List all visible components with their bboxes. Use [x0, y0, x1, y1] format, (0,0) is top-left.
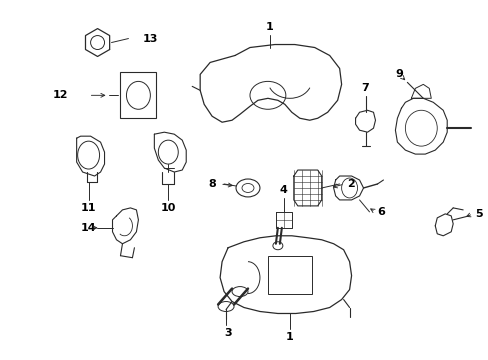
Text: 4: 4 [279, 185, 287, 195]
Bar [120, 72, 156, 118]
Text: 14: 14 [81, 223, 96, 233]
Text: 12: 12 [53, 90, 68, 100]
Text: 11: 11 [81, 203, 96, 213]
Text: 1: 1 [285, 332, 293, 342]
Text: 7: 7 [361, 84, 368, 93]
Text: 2: 2 [347, 179, 355, 189]
Text: 5: 5 [474, 209, 482, 219]
Text: 1: 1 [265, 22, 273, 32]
Bar [267, 256, 311, 293]
Text: 3: 3 [224, 328, 231, 338]
Text: 13: 13 [142, 33, 158, 44]
Text: 10: 10 [160, 203, 176, 213]
Text: 8: 8 [208, 179, 216, 189]
Text: 6: 6 [377, 207, 385, 217]
Text: 9: 9 [395, 69, 403, 80]
